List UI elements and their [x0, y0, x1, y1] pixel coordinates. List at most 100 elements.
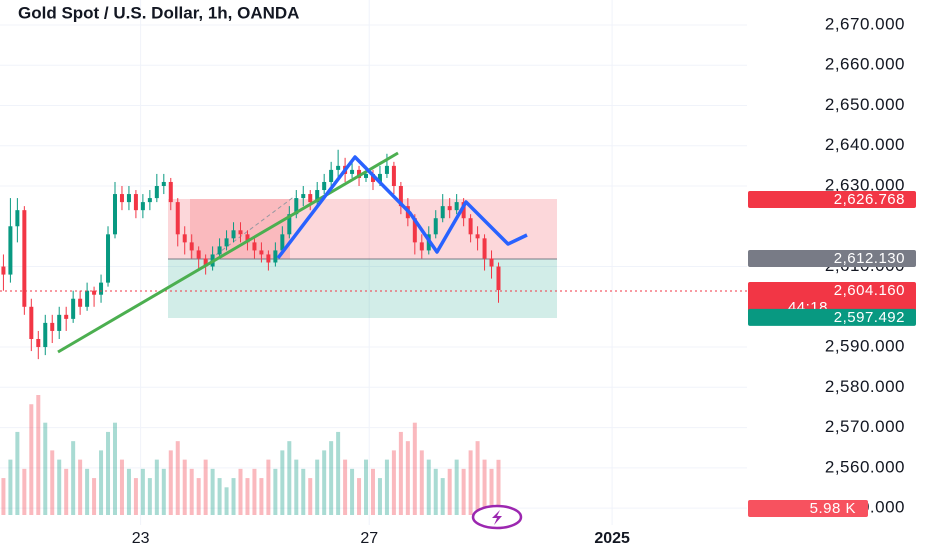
candle-body	[8, 226, 13, 275]
candle-body	[175, 202, 180, 235]
volume-bar	[85, 468, 90, 515]
price-marker-label: 2,604.160	[834, 282, 905, 299]
price-marker-label: 2,626.768	[834, 191, 905, 208]
candle-body	[273, 250, 278, 263]
volume-bar	[475, 441, 480, 515]
volume-bar	[489, 468, 494, 515]
volume-bar	[29, 404, 34, 515]
volume-marker	[748, 500, 868, 517]
candle-body	[78, 298, 83, 307]
candle-body	[364, 173, 369, 178]
volume-bar	[78, 459, 83, 515]
icon-bolt[interactable]	[492, 510, 502, 525]
volume-bar	[57, 459, 62, 515]
candle-body	[447, 206, 452, 211]
volume-bar	[364, 459, 369, 515]
volume-pane	[1, 395, 501, 515]
candle-body	[126, 194, 131, 203]
volume-bar	[112, 422, 117, 515]
candle-body	[301, 194, 306, 199]
candle-body	[106, 234, 111, 283]
candle-body	[92, 290, 97, 295]
x-tick-label: 2025	[594, 530, 630, 547]
trend-line	[57, 151, 399, 354]
volume-bar	[217, 478, 222, 515]
candle-body	[308, 194, 313, 203]
price-marker	[748, 308, 916, 326]
y-tick-label: 2,660.000	[825, 55, 905, 74]
candle-body	[196, 250, 201, 259]
target-zone	[168, 259, 557, 318]
price-marker	[748, 249, 916, 267]
volume-bar	[447, 468, 452, 515]
volume-bar	[50, 450, 55, 515]
volume-bar	[92, 478, 97, 515]
volume-bar	[231, 478, 236, 515]
candle-body	[140, 202, 145, 211]
volume-bar	[294, 459, 299, 515]
candle-body	[412, 218, 417, 243]
candle-body	[147, 198, 152, 203]
lightning-icon[interactable]	[471, 504, 523, 530]
volume-bar	[238, 468, 243, 515]
volume-bar	[168, 450, 173, 515]
candle-body	[287, 214, 292, 235]
volume-bar	[64, 468, 69, 515]
candle-body	[454, 202, 459, 211]
position-diagonal	[204, 195, 296, 264]
candle-body	[468, 218, 473, 235]
price-marker-label: 2,612.130	[834, 250, 905, 267]
candle-body	[29, 306, 34, 339]
candle-body	[350, 169, 355, 174]
volume-bar	[99, 450, 104, 515]
volume-bar	[161, 468, 166, 515]
volume-bar	[273, 468, 278, 515]
volume-bar	[266, 459, 271, 515]
price-marker	[748, 191, 916, 209]
volume-bar	[398, 431, 403, 515]
candle-body	[370, 173, 375, 182]
volume-bar	[224, 487, 229, 515]
candle-body	[99, 282, 104, 295]
volume-bar	[384, 459, 389, 515]
candle-body	[433, 218, 438, 235]
volume-bar	[370, 468, 375, 515]
x-tick-label: 27	[360, 530, 378, 547]
chart-title: Gold Spot / U.S. Dollar, 1h, OANDA	[18, 3, 299, 22]
volume-bar	[461, 468, 466, 515]
volume-bar	[147, 478, 152, 515]
volume-bar	[426, 459, 431, 515]
volume-bar	[196, 478, 201, 515]
candle-body	[294, 198, 299, 215]
candle-body	[315, 190, 320, 203]
candle-body	[36, 338, 41, 348]
volume-bar	[203, 459, 208, 515]
y-tick-label: 2,560.000	[825, 457, 905, 476]
candle-body	[224, 238, 229, 247]
y-tick-label: 2,650.000	[825, 95, 905, 114]
candle-body	[384, 165, 389, 174]
volume-bar	[245, 478, 250, 515]
volume-bar	[322, 450, 327, 515]
volume-bar	[280, 450, 285, 515]
x-tick-label: 23	[132, 530, 150, 547]
candle-body	[119, 194, 124, 203]
volume-bar	[301, 468, 306, 515]
volume-bar	[36, 395, 41, 515]
candle-body	[489, 258, 494, 267]
candle-body	[15, 210, 20, 227]
candle-body	[50, 322, 55, 331]
candle-body	[85, 290, 90, 307]
volume-bar	[482, 459, 487, 515]
candle-body	[252, 242, 257, 251]
volume-bar	[126, 468, 131, 515]
volume-bar	[22, 468, 27, 515]
y-tick-label: 2,670.000	[825, 14, 905, 33]
y-tick-label: 2,630.000	[825, 175, 905, 194]
volume-bar	[440, 478, 445, 515]
candle-body	[57, 314, 62, 331]
candle-body	[440, 206, 445, 219]
candle-body	[377, 173, 382, 182]
volume-bar	[252, 468, 257, 515]
volume-bar	[315, 459, 320, 515]
